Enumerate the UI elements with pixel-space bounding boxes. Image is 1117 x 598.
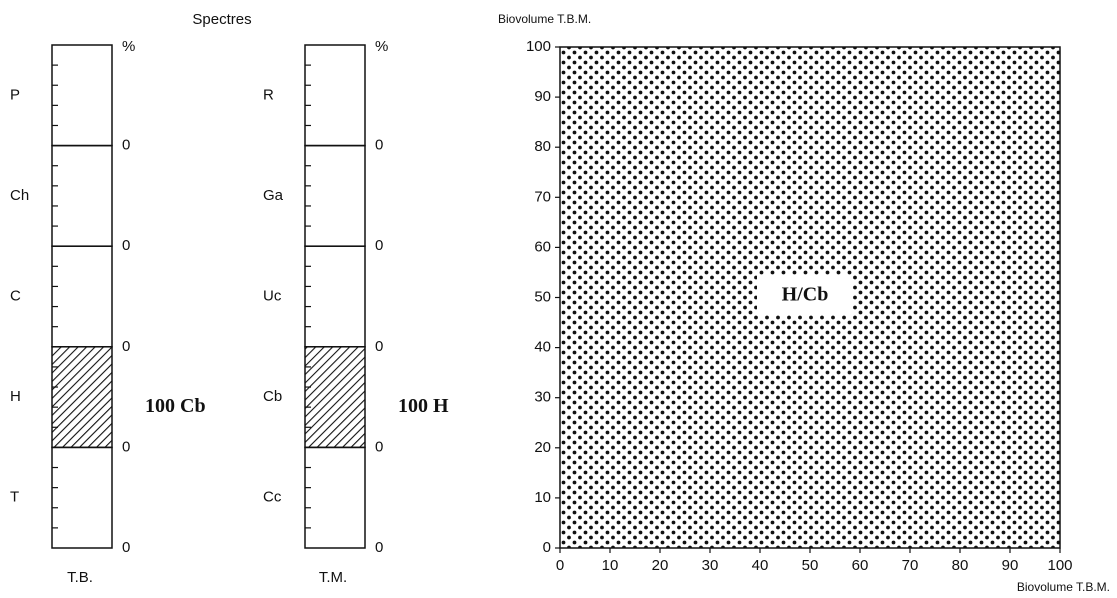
y-tick-label: 0 [122,539,130,556]
category-label: T [10,489,19,506]
title: Spectres [192,11,251,28]
category-label: P [10,86,20,103]
x-tick-label: 70 [902,557,919,574]
x-tick-label: 100 [1047,557,1072,574]
x-label: Biovolume T.B.M. [1017,580,1110,594]
category-label: Ga [263,187,284,204]
section-frame [51,446,113,549]
section-frame [304,245,366,348]
section-frame [51,144,113,247]
y-unit: % [122,38,135,55]
x-tick-label: 20 [652,557,669,574]
y-tick-label: 0 [375,237,383,254]
x-tick-label: 50 [802,557,819,574]
annotation: 100 Cb [145,395,206,417]
section-frame [51,44,113,147]
section-frame [304,446,366,549]
y-tick-label: 100 [526,38,551,55]
y-tick-label: 20 [534,439,551,456]
y-tick-label: 30 [534,389,551,406]
y-label: Biovolume T.B.M. [498,12,591,26]
section-frame [304,144,366,247]
x-tick-label: 40 [752,557,769,574]
y-tick-label: 0 [375,438,383,455]
y-tick-label: 0 [375,137,383,154]
x-tick-label: 90 [1002,557,1019,574]
x-tick-label: 10 [602,557,619,574]
y-tick-label: 70 [534,188,551,205]
y-tick-label: 60 [534,238,551,255]
category-label: Cc [263,489,282,506]
x-label: T.B. [67,569,93,586]
segment [52,346,112,448]
category-label: Cb [263,388,282,405]
y-tick-label: 80 [534,138,551,155]
y-tick-label: 40 [534,339,551,356]
y-tick-label: 0 [122,237,130,254]
y-tick-label: 0 [122,438,130,455]
y-tick-label: 0 [543,539,551,556]
category-label: Ch [10,187,29,204]
category-label: Uc [263,287,282,304]
category-label: H [10,388,21,405]
category-label: R [263,86,274,103]
segment [305,346,365,448]
y-tick-label: 0 [375,539,383,556]
x-tick-label: 60 [852,557,869,574]
annotation: 100 H [398,395,449,417]
annotation-bg [757,275,853,315]
annotation: H/Cb [782,284,829,306]
y-tick-label: 0 [122,137,130,154]
category-label: C [10,287,21,304]
section-frame [304,44,366,147]
section-frame [51,245,113,348]
x-tick-label: 0 [556,557,564,574]
y-tick-label: 90 [534,88,551,105]
x-tick-label: 30 [702,557,719,574]
y-tick-label: 10 [534,489,551,506]
y-tick-label: 50 [534,288,551,305]
y-tick-label: 0 [122,338,130,355]
x-tick-label: 80 [952,557,969,574]
x-label: T.M. [319,569,347,586]
y-unit: % [375,38,388,55]
y-tick-label: 0 [375,338,383,355]
